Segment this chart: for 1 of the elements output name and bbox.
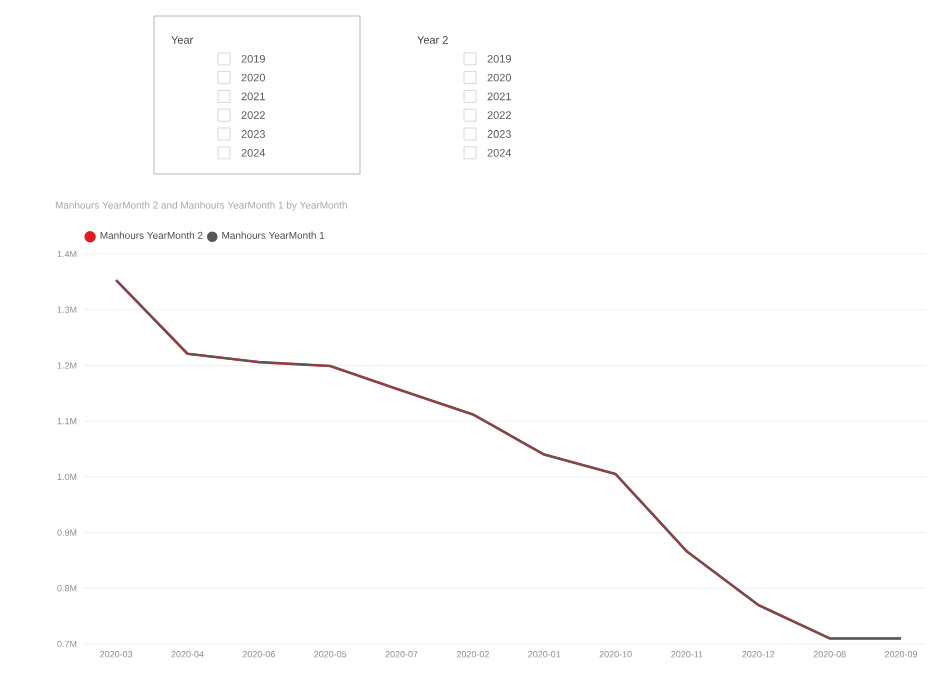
line-series	[114, 278, 903, 640]
